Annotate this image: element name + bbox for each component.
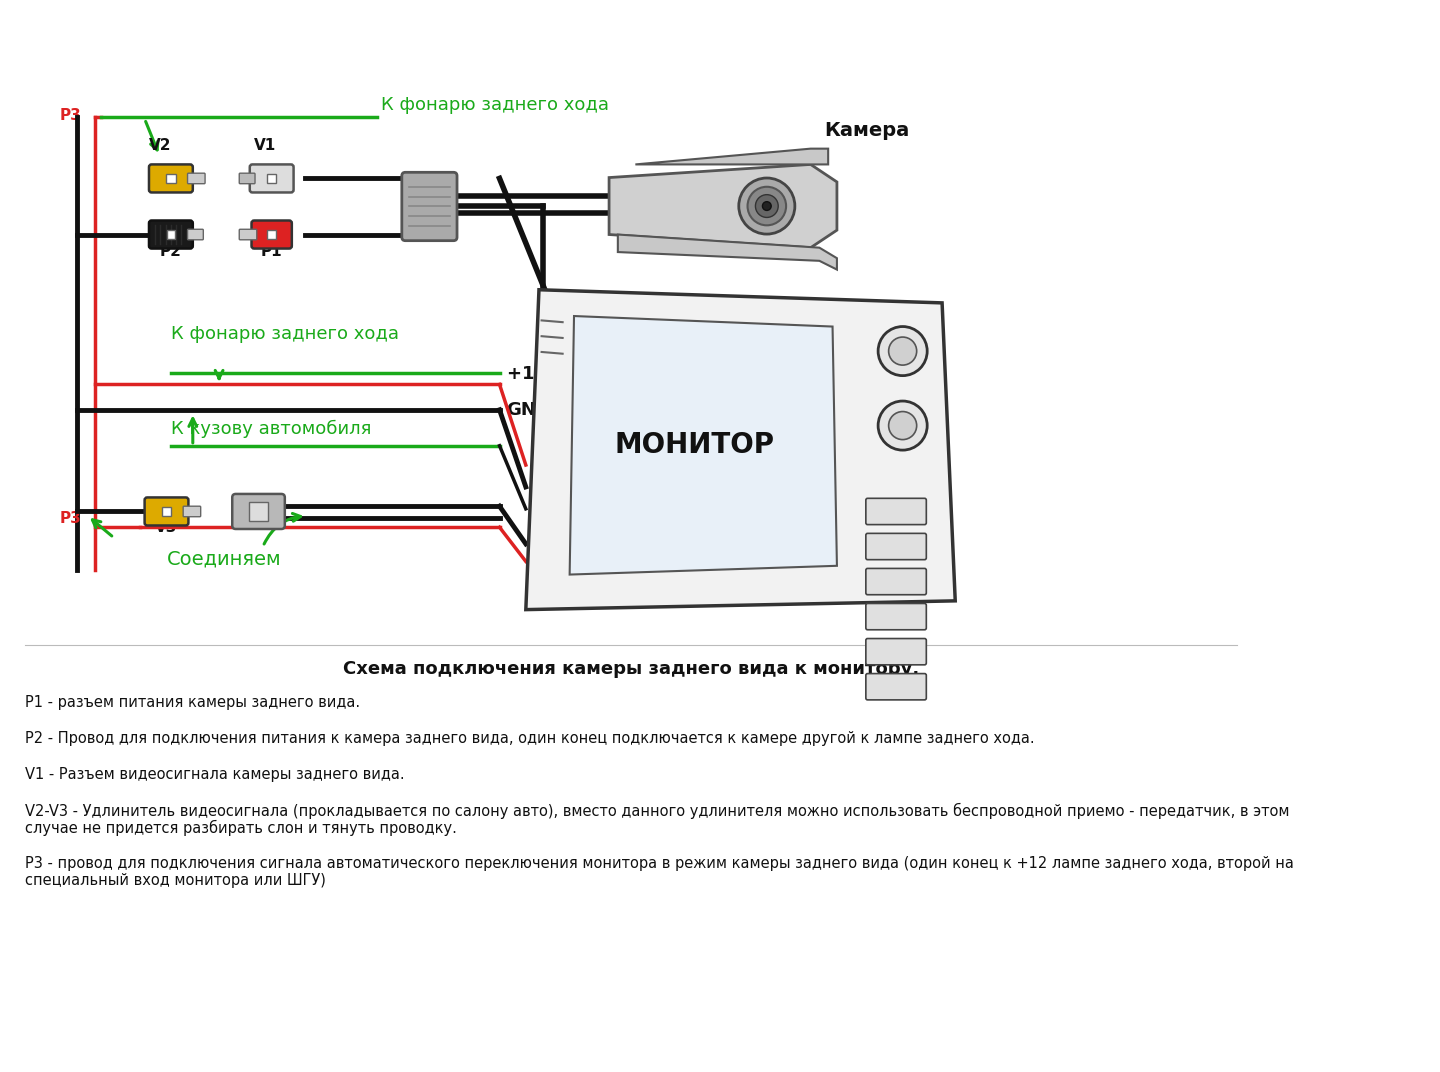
FancyBboxPatch shape <box>249 164 294 193</box>
Circle shape <box>739 178 795 234</box>
Text: P2: P2 <box>160 243 181 258</box>
Text: V1 - Разъем видеосигнала камеры заднего вида.: V1 - Разъем видеосигнала камеры заднего … <box>24 768 405 783</box>
FancyBboxPatch shape <box>239 174 255 183</box>
Text: P3: P3 <box>59 511 81 526</box>
Text: Соединяем: Соединяем <box>167 549 281 568</box>
Text: V2-V3 - Удлинитель видеосигнала (прокладывается по салону авто), вместо данного : V2-V3 - Удлинитель видеосигнала (проклад… <box>24 803 1289 819</box>
FancyBboxPatch shape <box>865 534 926 560</box>
FancyBboxPatch shape <box>865 568 926 595</box>
FancyBboxPatch shape <box>402 173 456 241</box>
Text: P3: P3 <box>59 108 81 123</box>
FancyBboxPatch shape <box>144 497 189 525</box>
Text: МОНИТОР: МОНИТОР <box>615 431 775 459</box>
Bar <box>249 502 268 521</box>
Bar <box>167 230 176 239</box>
Bar <box>266 229 276 239</box>
Circle shape <box>756 195 778 218</box>
Text: К фонарю заднего хода: К фонарю заднего хода <box>382 95 609 114</box>
Text: Схема подключения камеры заднего вида к монитору.: Схема подключения камеры заднего вида к … <box>343 660 919 679</box>
Polygon shape <box>635 149 828 164</box>
FancyBboxPatch shape <box>187 229 203 240</box>
Text: Камера: Камера <box>824 121 909 140</box>
FancyBboxPatch shape <box>148 164 193 193</box>
Text: P1: P1 <box>261 243 282 258</box>
Text: К кузову автомобиля: К кузову автомобиля <box>171 419 372 437</box>
Circle shape <box>888 337 917 366</box>
Circle shape <box>762 202 772 210</box>
Text: P1 - разъем питания камеры заднего вида.: P1 - разъем питания камеры заднего вида. <box>24 696 360 711</box>
FancyBboxPatch shape <box>239 229 256 240</box>
FancyBboxPatch shape <box>148 221 193 249</box>
Circle shape <box>878 327 927 375</box>
Text: GND: GND <box>507 401 552 419</box>
Circle shape <box>878 401 927 450</box>
Text: P2 - Провод для подключения питания к камера заднего вида, один конец подключает: P2 - Провод для подключения питания к ка… <box>24 731 1034 746</box>
Polygon shape <box>609 164 837 248</box>
Bar <box>166 174 176 183</box>
Text: V3: V3 <box>156 521 177 536</box>
FancyBboxPatch shape <box>187 174 204 183</box>
Polygon shape <box>526 289 955 610</box>
Bar <box>161 507 171 517</box>
FancyBboxPatch shape <box>865 639 926 665</box>
Text: V2: V2 <box>148 137 171 152</box>
Text: К фонарю заднего хода: К фонарю заднего хода <box>171 325 399 343</box>
FancyBboxPatch shape <box>252 221 292 249</box>
Circle shape <box>747 187 786 225</box>
FancyBboxPatch shape <box>865 673 926 700</box>
Text: случае не придется разбирать слон и тянуть проводку.: случае не придется разбирать слон и тяну… <box>24 820 456 836</box>
Text: Р3 - провод для подключения сигнала автоматического переключения монитора в режи: Р3 - провод для подключения сигнала авто… <box>24 855 1293 870</box>
Text: V1: V1 <box>253 137 276 152</box>
Polygon shape <box>570 316 837 575</box>
Polygon shape <box>618 235 837 269</box>
Bar <box>266 174 276 183</box>
FancyBboxPatch shape <box>183 506 200 517</box>
FancyBboxPatch shape <box>865 498 926 524</box>
Circle shape <box>888 412 917 440</box>
Text: специальный вход монитора или ШГУ): специальный вход монитора или ШГУ) <box>24 873 325 888</box>
FancyBboxPatch shape <box>232 494 285 528</box>
Text: +12 В: +12 В <box>507 364 566 383</box>
FancyBboxPatch shape <box>865 604 926 629</box>
